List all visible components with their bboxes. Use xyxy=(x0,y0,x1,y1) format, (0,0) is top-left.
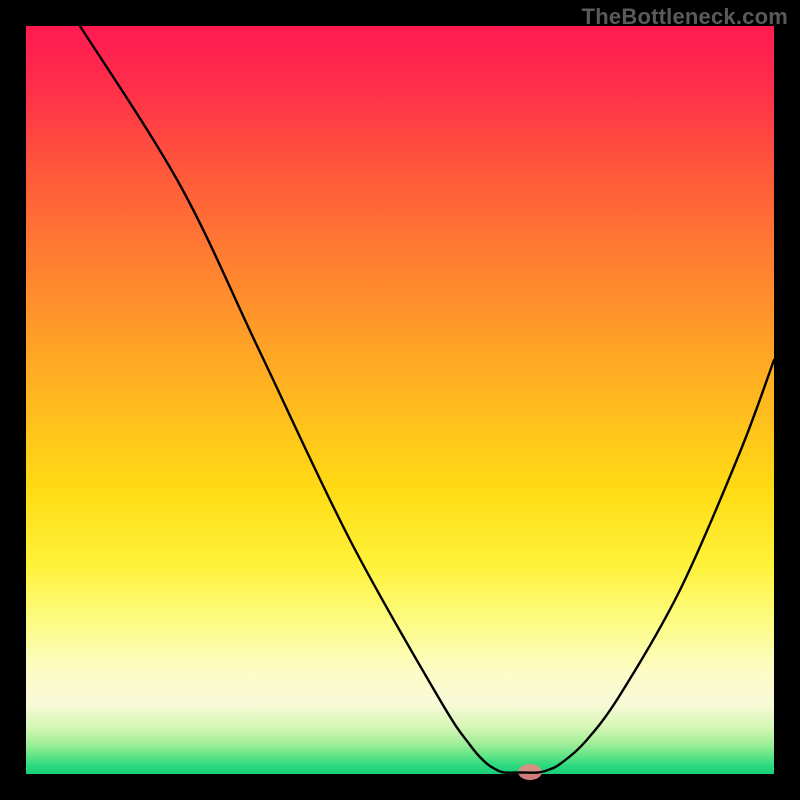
chart-container: TheBottleneck.com xyxy=(0,0,800,800)
bottleneck-chart xyxy=(0,0,800,800)
chart-plot-area xyxy=(26,26,774,774)
watermark-text: TheBottleneck.com xyxy=(582,4,788,30)
